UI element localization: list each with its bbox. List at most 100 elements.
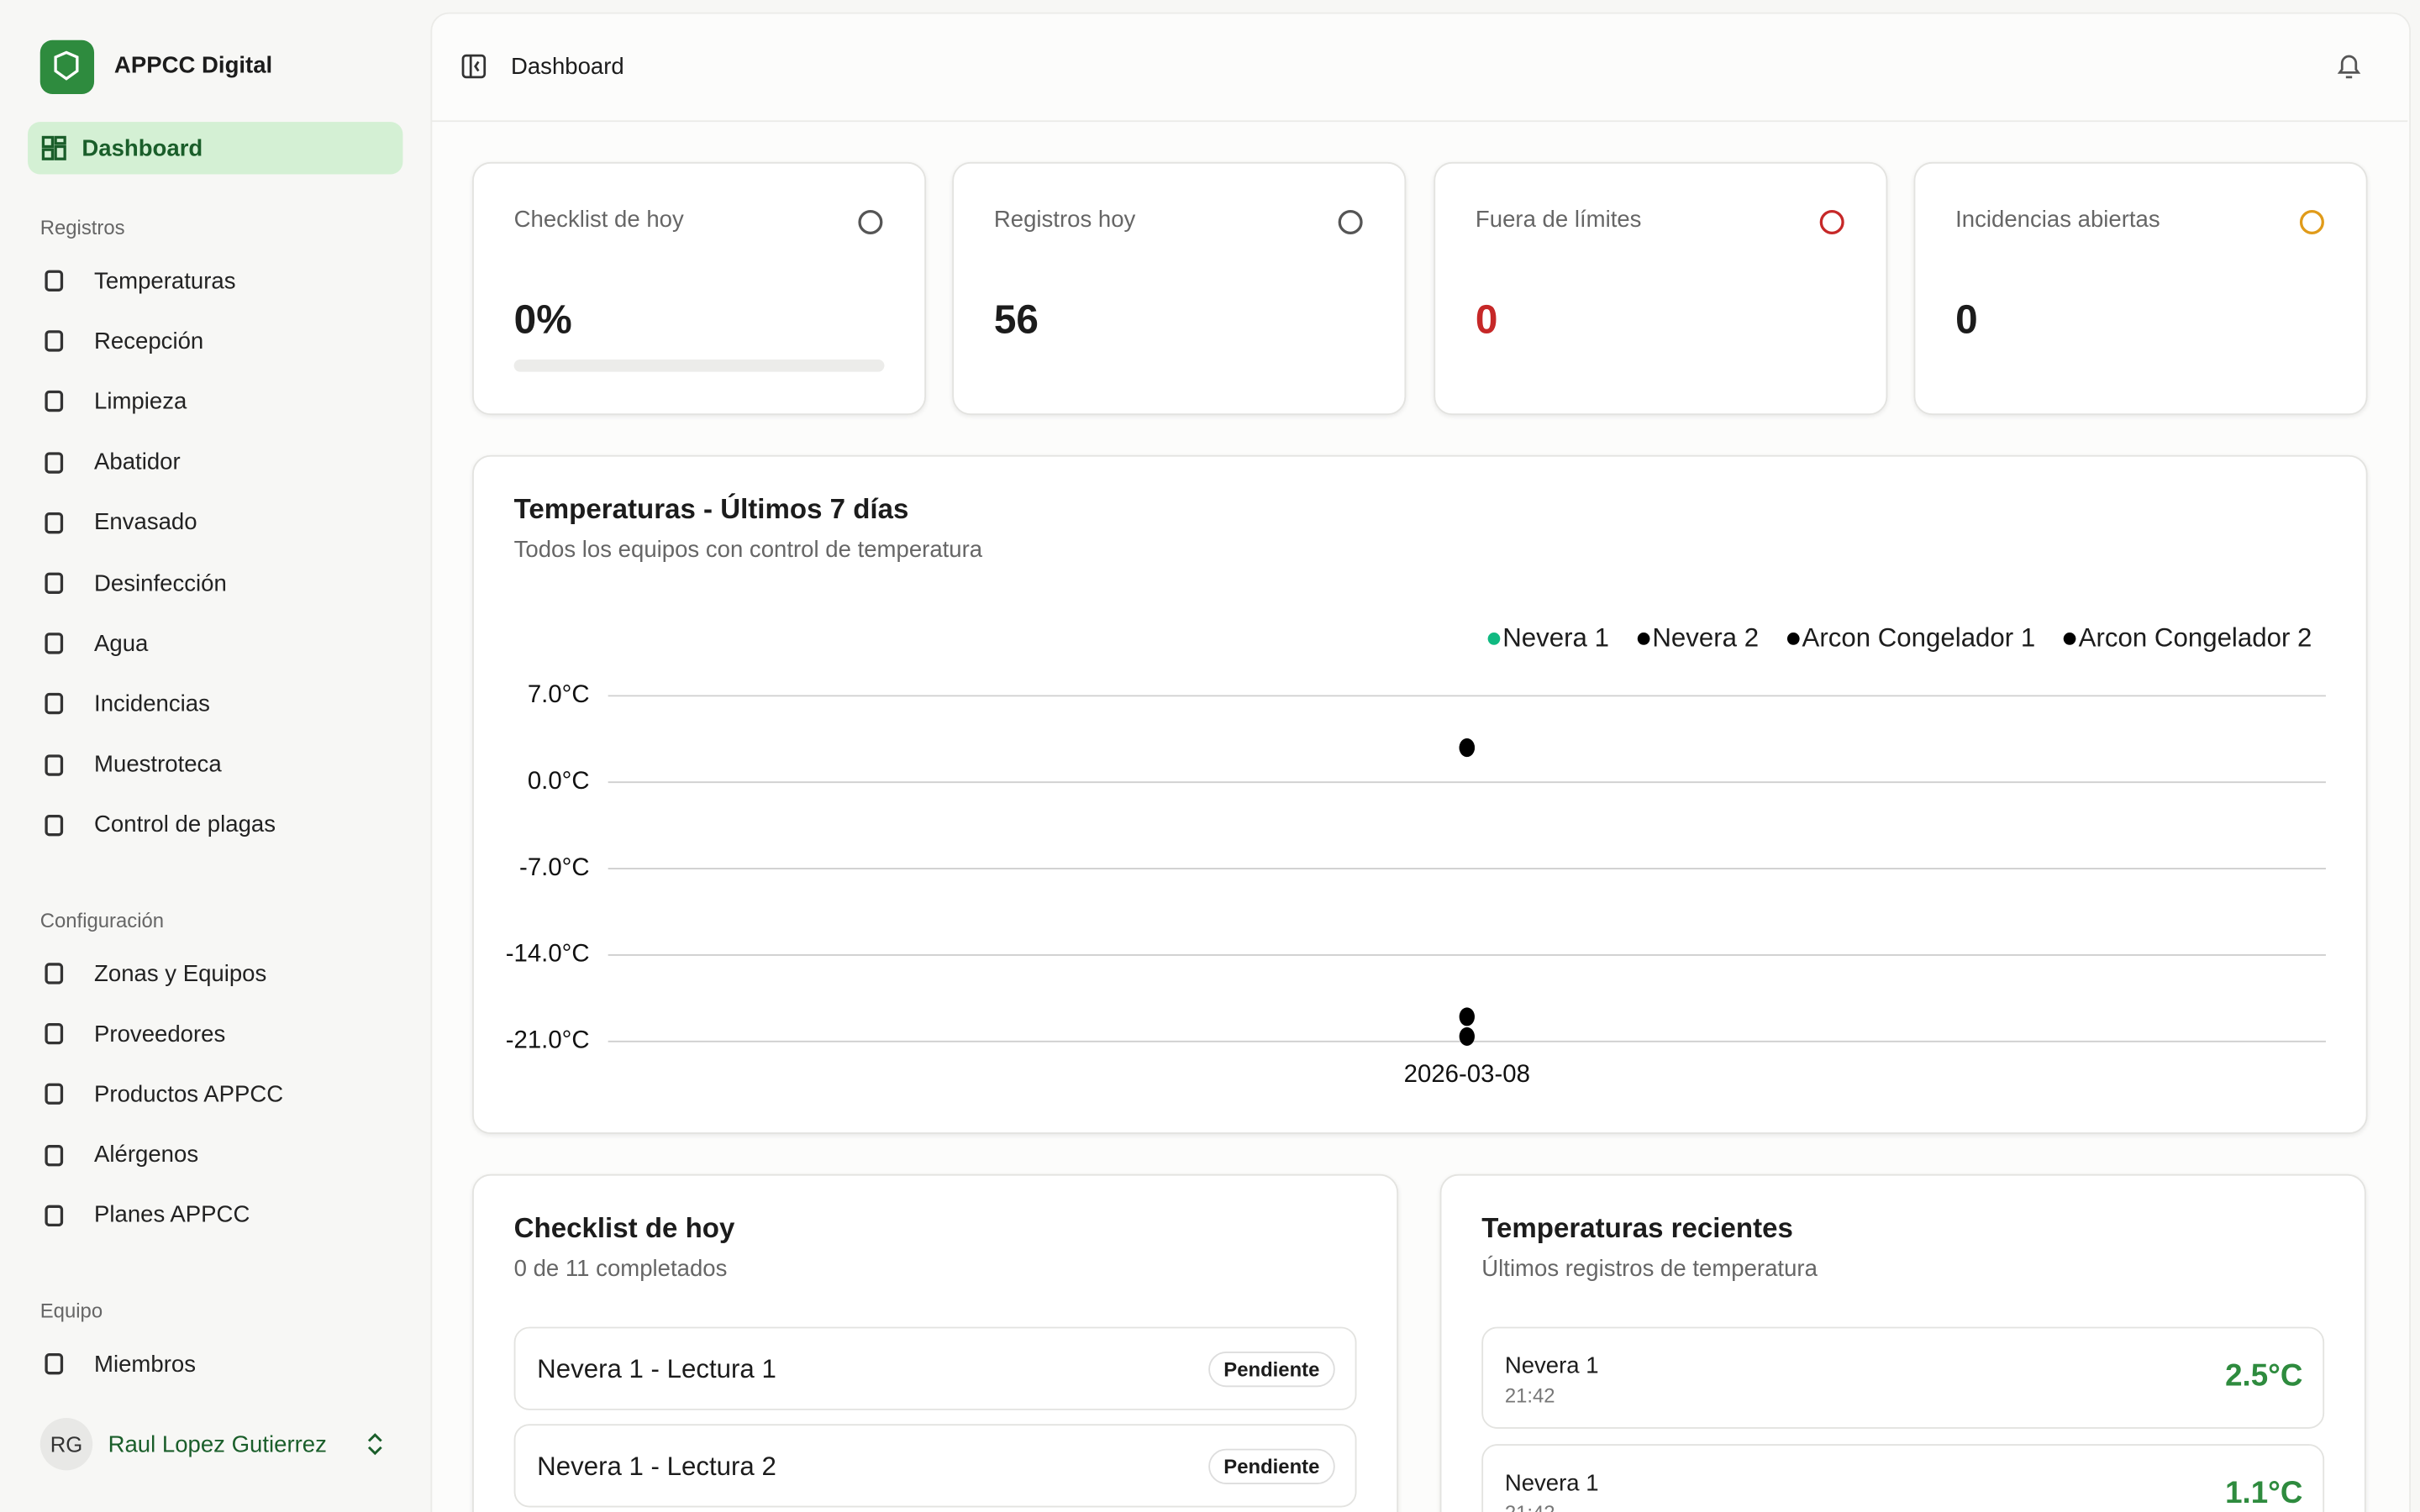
user-name[interactable]: Raul Lopez Gutierrez [108,1431,327,1458]
nav-item[interactable]: Planes APPCC [28,1189,402,1242]
nav-item[interactable]: Zonas y Equipos [28,948,402,1000]
nav-icon [45,814,64,836]
temperature: 1.1°C [2225,1476,2303,1511]
notifications[interactable] [2333,51,2365,82]
nav-icon [45,1353,64,1375]
y-tick-label: 7.0°C [528,680,590,708]
stat-card: Incidencias abiertas 0 [1913,161,2368,416]
nav-icon [45,633,64,654]
nav-label: Alérgenos [94,1142,199,1168]
nav-label: Envasado [94,509,197,536]
app-name: APPCC Digital [113,52,273,79]
nav-item[interactable]: Incidencias [28,678,402,730]
stat-value: 0 [1955,296,1978,343]
nav-label: Proveedores [94,1021,226,1047]
section-title: Registros [39,216,125,239]
stat-icon [1338,209,1363,235]
header-divider [430,120,2408,123]
chart-card: Temperaturas - Últimos 7 días Todos los … [472,454,2368,1135]
nav-icon [45,693,64,715]
legend-swatch [1786,633,1799,645]
icon-shape [45,512,64,533]
icon-shape [45,270,64,291]
nav-item[interactable]: Agua [28,617,402,669]
stat-card: Checklist de hoy 0% [472,161,927,416]
user-menu-icon[interactable] [364,1431,386,1456]
nav-icon [45,1144,64,1166]
nav-icon [45,1205,64,1226]
checklist-item: Nevera 1 - Lectura 2 Pendiente [513,1424,1357,1508]
section-title: Configuración [39,908,165,932]
icon-shape [1338,209,1363,235]
nav-item[interactable]: Temperaturas [28,255,402,307]
avatar: RG [39,1417,93,1471]
y-tick-label: -14.0°C [506,940,590,968]
nav-label: Incidencias [94,690,210,717]
checklist-card: Checklist de hoy 0 de 11 completados Nev… [472,1173,1399,1512]
icon-shape [45,1144,64,1166]
nav-icon [45,512,64,533]
legend-label: Nevera 2 [1652,623,1760,653]
nav-item[interactable]: Abatidor [28,436,402,488]
nav-icon [45,753,64,775]
icon-shape [45,451,64,473]
nav-item[interactable]: Miembros [28,1337,402,1389]
sidebar: APPCC Digital Dashboard Registros Tempera… [0,0,429,1512]
icon-shape [45,572,64,594]
section-title: Equipo [39,1299,103,1323]
nav-label: Planes APPCC [94,1202,250,1229]
stat-value: 0% [513,296,572,343]
stat-icon [858,209,883,235]
stat-card: Registros hoy 56 [952,161,1407,416]
icon-shape [45,633,64,654]
nav-dashboard[interactable]: Dashboard [28,122,403,175]
nav-item[interactable]: Control de plagas [28,799,402,851]
legend-swatch [2063,633,2076,645]
icon-shape [45,693,64,715]
nav-item[interactable]: Envasado [28,496,402,549]
nav-label: Recepción [94,328,204,354]
stat-card: Fuera de límites 0 [1434,161,1888,416]
y-tick-label: -21.0°C [506,1026,590,1054]
point [1459,1007,1476,1026]
stat-label: Fuera de límites [1475,207,1642,234]
nav-icon [45,1023,64,1045]
nav-item[interactable]: Limpieza [28,375,402,428]
legend-label: Arcon Congelador 1 [1802,623,2036,653]
icon-shape [45,1023,64,1045]
stat-value: 0 [1475,296,1498,343]
nav-item[interactable]: Desinfección [28,557,402,609]
nav-icon [45,572,64,594]
progress-bar [513,359,885,372]
nav-item[interactable]: Muestroteca [28,738,402,790]
equipment-name: Nevera 1 [1504,1470,1599,1497]
recent-subtitle: Últimos registros de temperatura [1481,1256,1818,1283]
nav-item[interactable]: Productos APPCC [28,1068,402,1121]
equipment-name: Nevera 1 [1504,1352,1599,1380]
sidebar-toggle[interactable] [461,54,487,79]
legend-label: Nevera 1 [1502,623,1609,653]
legend-item: Nevera 2 [1637,623,1759,654]
icon-shape [858,209,883,235]
nav-item[interactable]: Alérgenos [28,1129,402,1181]
nav-label: Control de plagas [94,811,276,838]
nav-label: Desinfección [94,570,227,596]
recent-item: Nevera 1 21:42 2.5°C [1481,1326,2325,1429]
y-tick-label: -7.0°C [519,853,590,881]
icon-shape [2299,209,2324,235]
page-title: Dashboard [510,54,624,81]
item-label: Nevera 1 - Lectura 2 [537,1452,776,1482]
legend-item: Arcon Congelador 1 [1786,623,2035,654]
icon-shape [45,1353,64,1375]
status-badge: Pendiente [1207,1448,1335,1484]
nav-item[interactable]: Recepción [28,315,402,367]
nav-label: Zonas y Equipos [94,960,267,987]
stat-value: 56 [993,296,1039,343]
chart-subtitle: Todos los equipos con control de tempera… [513,537,983,564]
legend-item: Arcon Congelador 2 [2063,623,2312,654]
nav-icon [45,963,64,984]
legend: Nevera 1 Nevera 2 Arcon Congelador 1 Arcon … [1486,623,2312,654]
nav-item[interactable]: Proveedores [28,1008,402,1060]
checklist-subtitle: 0 de 11 completados [513,1256,728,1283]
